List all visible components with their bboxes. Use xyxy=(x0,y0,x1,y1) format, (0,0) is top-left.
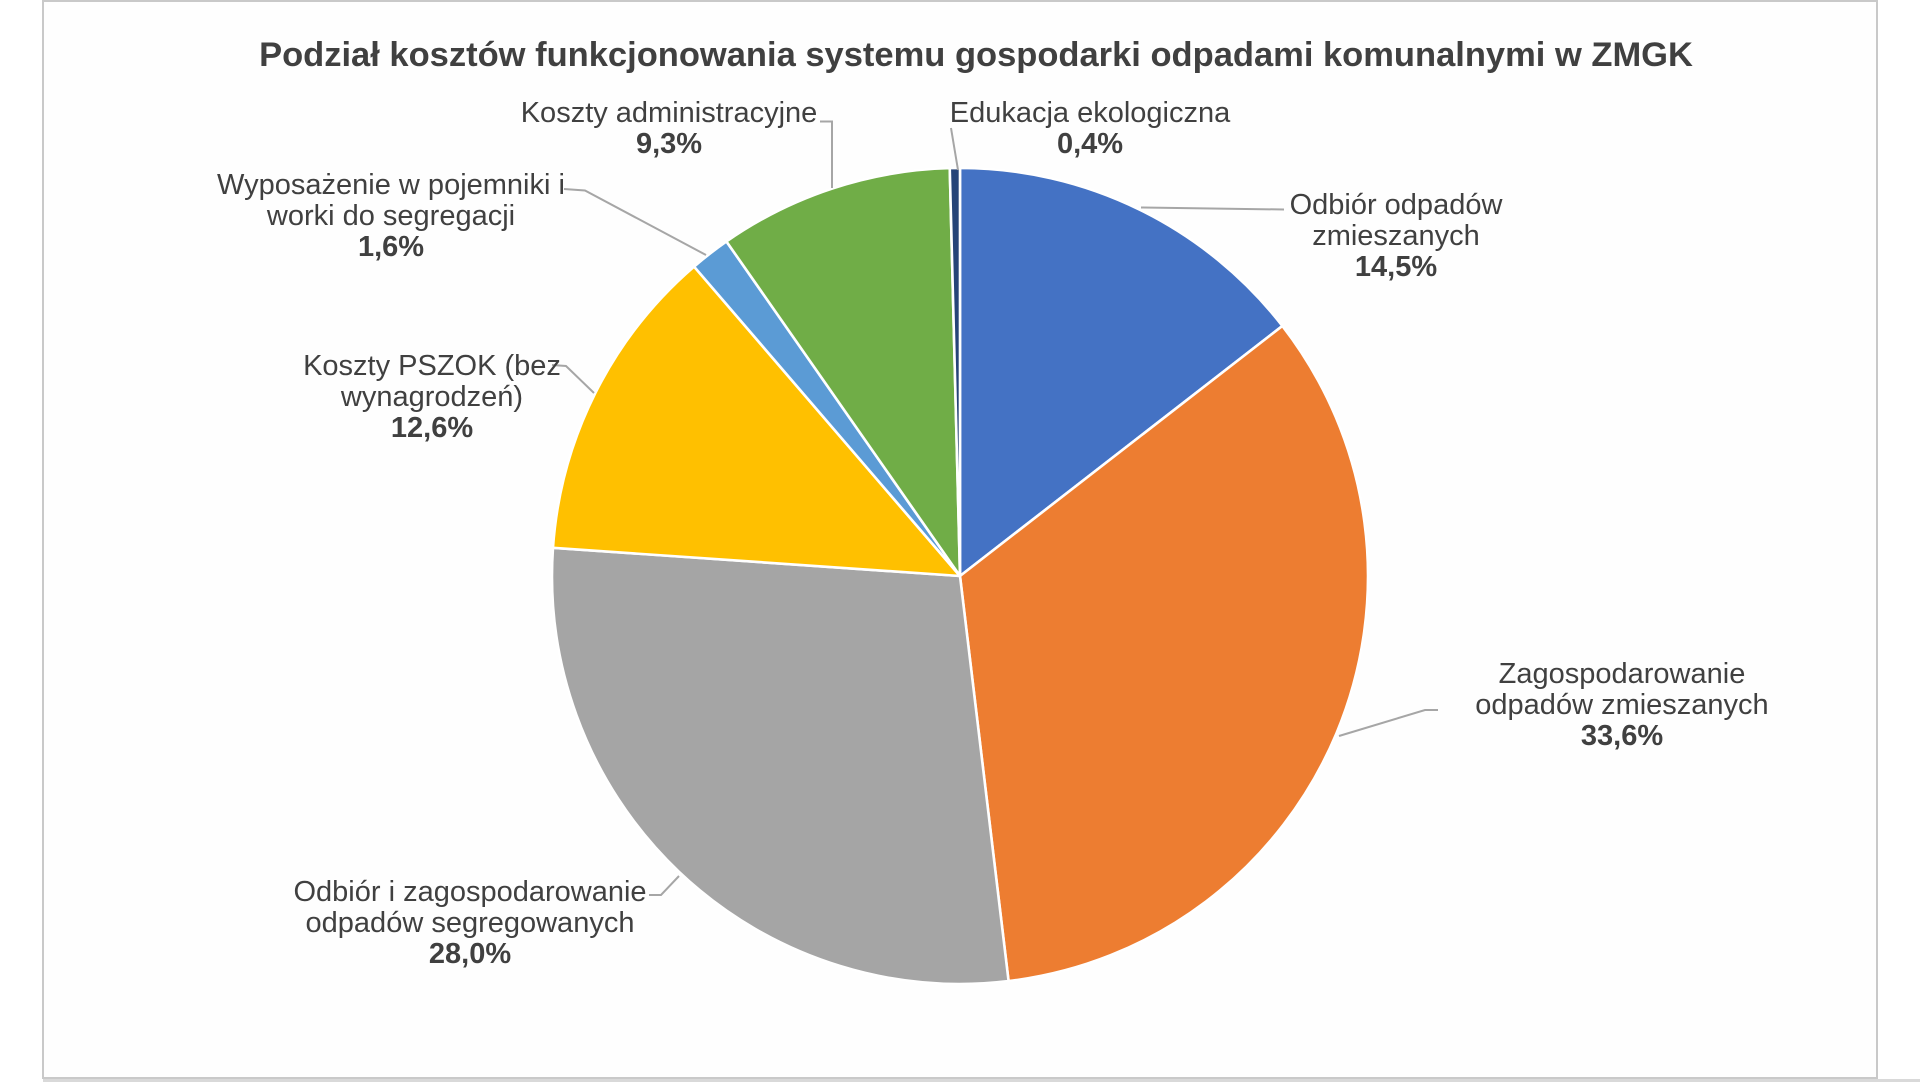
slice-value-label-3: 28,0% xyxy=(429,938,511,970)
pie-slice-6 xyxy=(725,166,962,578)
slice-label-4-line-1: Koszty PSZOK (bez xyxy=(303,350,561,382)
leader-line-4 xyxy=(551,364,595,394)
slice-value-label-5: 1,6% xyxy=(358,231,424,263)
slice-value-label-1: 14,5% xyxy=(1355,251,1437,283)
pie-slice-4 xyxy=(551,265,962,578)
slice-label-3-line-2: odpadów segregowanych xyxy=(306,907,635,939)
slice-value-label-4: 12,6% xyxy=(391,412,473,444)
slice-label-7-line-1: Edukacja ekologiczna xyxy=(950,97,1231,129)
slice-label-1-line-1: Odbiór odpadów xyxy=(1290,189,1504,221)
slice-label-3-line-1: Odbiór i zagospodarowanie xyxy=(293,876,646,908)
slice-label-2-line-1: Zagospodarowanie xyxy=(1499,658,1746,690)
leader-line-6 xyxy=(820,120,833,188)
pie-slice-1 xyxy=(958,166,1284,578)
slice-label-5-line-2: worki do segregacji xyxy=(266,200,515,232)
slice-value-label-7: 0,4% xyxy=(1057,128,1123,160)
leader-line-2 xyxy=(1338,709,1438,737)
leader-lines xyxy=(551,120,1438,896)
leader-line-5 xyxy=(563,188,707,256)
pie-slice-7 xyxy=(948,166,962,578)
slice-label-4-line-2: wynagrodzeń) xyxy=(340,381,523,413)
slice-value-label-2: 33,6% xyxy=(1581,720,1663,752)
bottom-strip xyxy=(43,1079,1920,1082)
slice-label-1-line-2: zmieszanych xyxy=(1312,220,1480,252)
slice-label-6-line-1: Koszty administracyjne xyxy=(521,97,818,129)
leader-line-1 xyxy=(1140,206,1285,211)
slice-value-label-6: 9,3% xyxy=(636,128,702,160)
pie-slice-2 xyxy=(958,324,1370,983)
slice-label-2-line-2: odpadów zmieszanych xyxy=(1475,689,1768,721)
chart-title: Podział kosztów funkcjonowania systemu g… xyxy=(259,36,1693,74)
pie-slices xyxy=(550,166,1370,986)
leader-line-3 xyxy=(649,875,680,896)
pie-slice-3 xyxy=(550,546,1010,986)
slice-label-5-line-1: Wyposażenie w pojemniki i xyxy=(217,169,565,201)
leader-line-7 xyxy=(950,127,959,171)
